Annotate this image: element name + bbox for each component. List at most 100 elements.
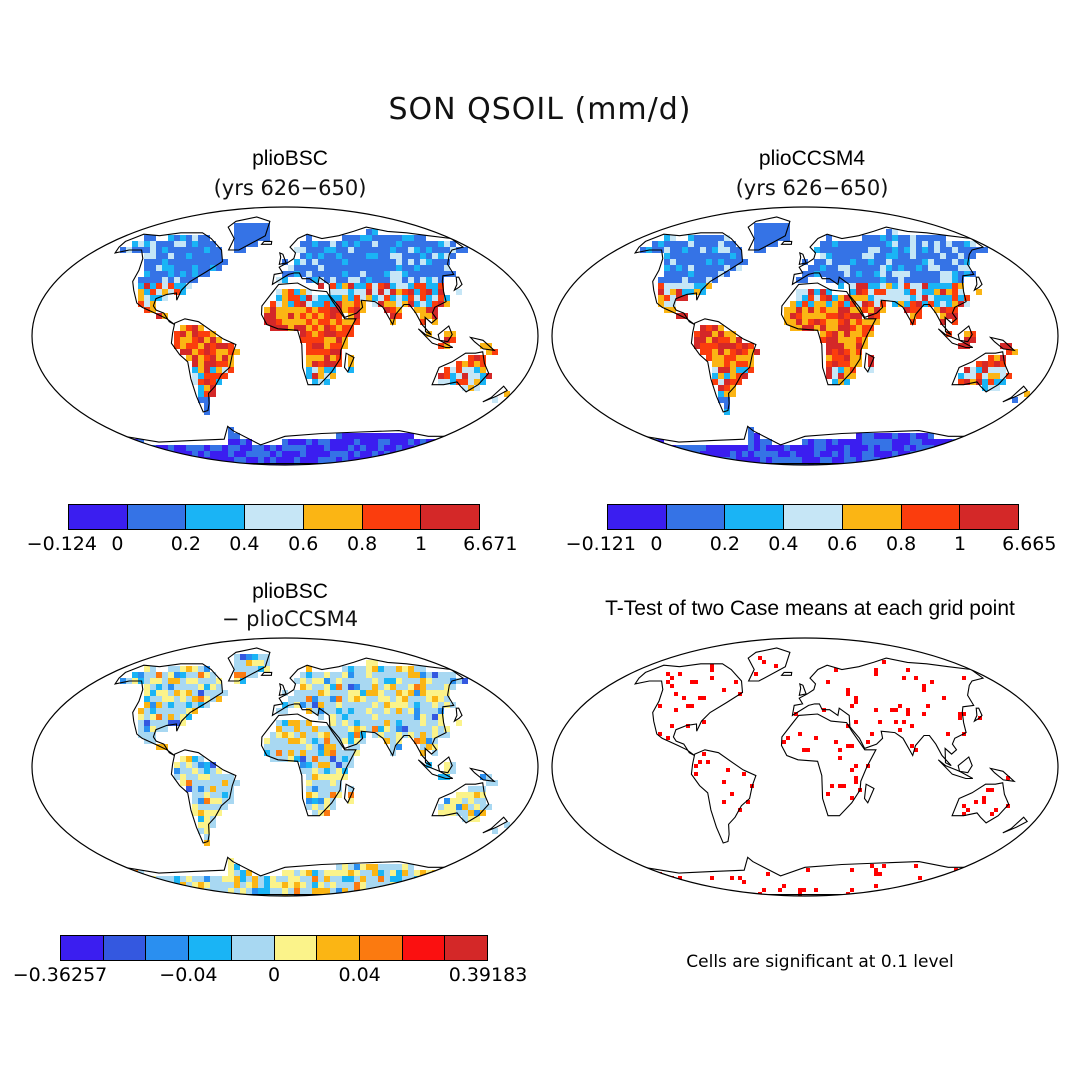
- map-cell: [664, 445, 670, 451]
- map-cell: [856, 337, 862, 343]
- map-cell: [192, 259, 198, 265]
- map-cell: [952, 307, 958, 313]
- colorbar-cell: [421, 505, 480, 529]
- map-cell: [192, 451, 198, 457]
- map-cell: [450, 373, 456, 379]
- map-cell: [946, 732, 950, 736]
- map-cell: [724, 253, 730, 259]
- map-cell: [820, 457, 826, 463]
- map-cell: [324, 876, 330, 882]
- map-cell: [468, 355, 474, 361]
- map-cell: [742, 349, 748, 355]
- map-cell: [282, 271, 288, 277]
- map-cell: [450, 331, 456, 337]
- map-cell: [414, 235, 420, 241]
- map-cell: [706, 241, 712, 247]
- map-cell: [156, 247, 162, 253]
- panel-4-title: T-Test of two Case means at each grid po…: [605, 597, 1015, 620]
- panel-1-subtitle: (yrs 626−650): [213, 176, 367, 200]
- map-cell: [330, 307, 336, 313]
- map-cell: [264, 750, 270, 756]
- map-cell: [444, 253, 450, 259]
- map-cell: [916, 445, 922, 451]
- map-cell: [210, 774, 216, 780]
- map-cell: [730, 337, 736, 343]
- map-cell: [408, 433, 414, 439]
- map-cell: [216, 259, 222, 265]
- map-cell: [324, 768, 330, 774]
- map-cell: [282, 744, 288, 750]
- map-cell: [276, 313, 282, 319]
- map-cell: [844, 247, 850, 253]
- map-cell: [306, 289, 312, 295]
- map-cell: [658, 295, 664, 301]
- map-cell: [814, 307, 820, 313]
- map-cell: [724, 349, 730, 355]
- map-cell: [450, 253, 456, 259]
- map-cell: [712, 241, 718, 247]
- map-cell: [910, 241, 916, 247]
- map-cell: [718, 253, 724, 259]
- map-cell: [294, 678, 300, 684]
- map-cell: [300, 690, 306, 696]
- map-cell: [192, 367, 198, 373]
- map-cell: [934, 283, 940, 289]
- map-cell: [886, 241, 892, 247]
- map-cell: [856, 457, 862, 463]
- map-cell: [366, 666, 372, 672]
- map-cell: [814, 888, 818, 892]
- map-cell: [850, 319, 856, 325]
- map-cell: [990, 812, 994, 816]
- map-cell: [378, 684, 384, 690]
- map-cell: [700, 331, 706, 337]
- map-cell: [450, 768, 456, 774]
- map-cell: [318, 445, 324, 451]
- map-cell: [300, 307, 306, 313]
- map-cell: [198, 391, 204, 397]
- map-cell: [318, 295, 324, 301]
- map-cell: [192, 331, 198, 337]
- map-cell: [784, 457, 790, 463]
- map-cell: [844, 439, 850, 445]
- map-cell: [802, 457, 808, 463]
- map-cell: [826, 241, 832, 247]
- map-cell: [180, 265, 186, 271]
- map-cell: [718, 451, 724, 457]
- map-cell: [426, 714, 432, 720]
- map-cell: [694, 445, 700, 451]
- map-cell: [670, 684, 674, 688]
- coastline-newguinea: [468, 336, 496, 352]
- map-cell: [880, 295, 886, 301]
- map-cell: [150, 708, 156, 714]
- map-cell: [186, 690, 192, 696]
- map-cell: [408, 253, 414, 259]
- map-cell: [306, 774, 312, 780]
- panel-3-title: plioBSC: [252, 580, 328, 603]
- colorbar-tick-label: 0.6: [288, 533, 319, 555]
- map-cell: [414, 277, 420, 283]
- map-cell: [234, 876, 240, 882]
- map-cell: [132, 672, 138, 678]
- map-cell: [222, 888, 228, 894]
- map-cell: [234, 439, 240, 445]
- map-cell: [790, 325, 796, 331]
- map-cell: [856, 289, 862, 295]
- map-cell: [952, 301, 958, 307]
- map-cell: [910, 457, 916, 463]
- map-cell: [390, 894, 396, 896]
- map-cell: [880, 265, 886, 271]
- map-cell: [802, 319, 808, 325]
- map-cell: [814, 451, 820, 457]
- map-cell: [306, 331, 312, 337]
- map-cell: [402, 882, 408, 888]
- map-cell: [862, 457, 868, 463]
- map-cell: [162, 241, 168, 247]
- map-cell: [946, 247, 952, 253]
- map-cell: [366, 235, 372, 241]
- map-cell: [186, 684, 192, 690]
- map-cell: [886, 235, 892, 241]
- map-cell: [438, 690, 444, 696]
- map-cell: [982, 247, 988, 253]
- map-cell: [838, 253, 844, 259]
- map-cell: [198, 235, 204, 241]
